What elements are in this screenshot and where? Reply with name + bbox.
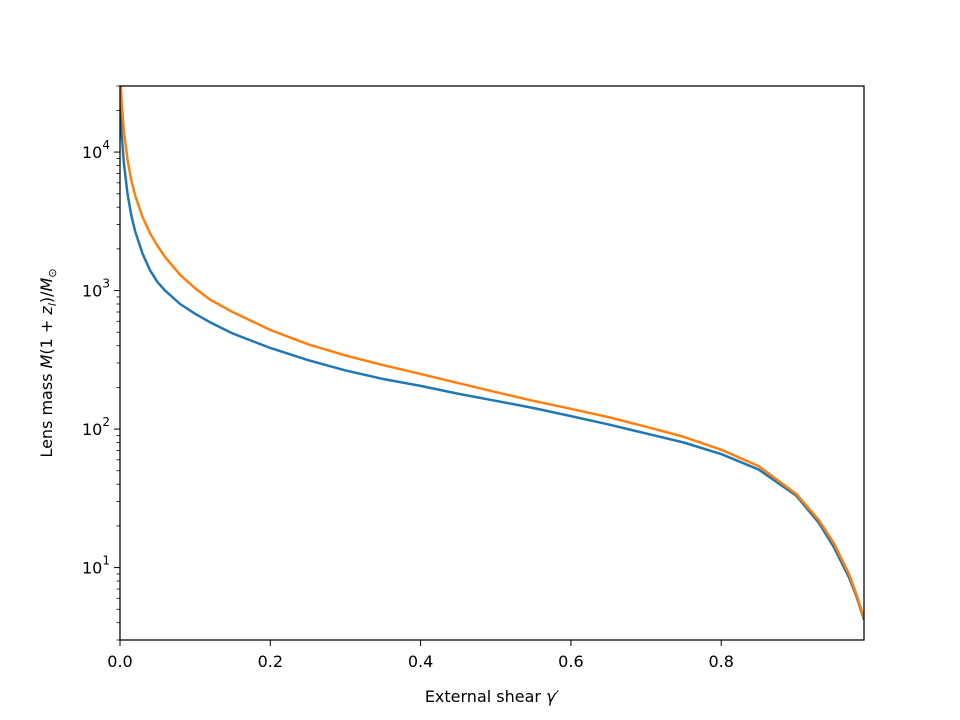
- y-tick-label: 101: [82, 554, 110, 578]
- y-tick-label: 104: [82, 138, 110, 162]
- x-tick-label: 0.6: [558, 652, 583, 671]
- y-tick-label: 103: [82, 277, 110, 301]
- x-tick-label: 0.8: [708, 652, 733, 671]
- y-axis-label: Lens mass M(1 + zl)/M⊙: [37, 268, 59, 457]
- y-tick-label: 102: [82, 415, 110, 439]
- x-axis-label: External shear γ′: [425, 687, 560, 706]
- series-line-2: [120, 86, 864, 619]
- series-lines: [120, 86, 864, 621]
- series-line-1: [120, 96, 864, 621]
- x-tick-label: 0.4: [408, 652, 433, 671]
- x-tick-label: 0.2: [258, 652, 283, 671]
- x-tick-label: 0.0: [107, 652, 132, 671]
- axis-ticks: 0.0 0.2 0.4 0.6 0.8 101 102 103 104: [82, 85, 734, 671]
